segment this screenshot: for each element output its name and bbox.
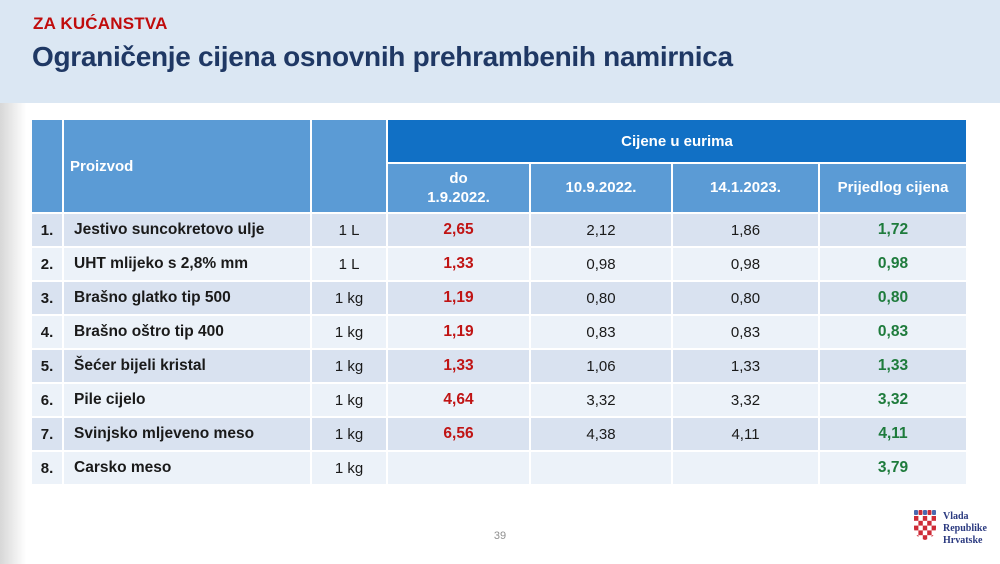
price-before: 1,19 [388, 316, 529, 348]
product-name: Brašno oštro tip 400 [64, 316, 310, 348]
unit: 1 kg [312, 350, 386, 382]
row-number: 5. [32, 350, 62, 382]
price-jan-2023: 4,11 [673, 418, 818, 450]
row-number: 2. [32, 248, 62, 280]
price-proposal: 3,32 [820, 384, 967, 416]
price-jan-2023: 0,80 [673, 282, 818, 314]
header-unit-column [312, 120, 386, 212]
row-number: 1. [32, 214, 62, 246]
row-number: 4. [32, 316, 62, 348]
price-jan-2023: 1,33 [673, 350, 818, 382]
unit: 1 kg [312, 316, 386, 348]
government-logo-text: Vlada Republike Hrvatske [943, 510, 987, 547]
price-sep-2022: 4,38 [531, 418, 671, 450]
price-proposal: 3,79 [820, 452, 967, 484]
unit: 1 kg [312, 282, 386, 314]
table-row: 3. Brašno glatko tip 500 1 kg 1,19 0,80 … [32, 282, 967, 314]
price-proposal: 1,33 [820, 350, 967, 382]
price-before: 1,33 [388, 350, 529, 382]
price-before: 2,65 [388, 214, 529, 246]
table-row: 5. Šećer bijeli kristal 1 kg 1,33 1,06 1… [32, 350, 967, 382]
unit: 1 L [312, 214, 386, 246]
price-sep-2022: 1,06 [531, 350, 671, 382]
product-name: Carsko meso [64, 452, 310, 484]
price-proposal: 0,83 [820, 316, 967, 348]
product-name: UHT mlijeko s 2,8% mm [64, 248, 310, 280]
price-jan-2023: 1,86 [673, 214, 818, 246]
price-before [388, 452, 529, 484]
price-jan-2023: 0,83 [673, 316, 818, 348]
row-number: 7. [32, 418, 62, 450]
table-row: 4. Brašno oštro tip 400 1 kg 1,19 0,83 0… [32, 316, 967, 348]
logo-line: Vlada [943, 511, 969, 522]
page-title: Ograničenje cijena osnovnih prehrambenih… [32, 41, 733, 72]
logo-line: Republike [943, 523, 987, 534]
product-name: Pile cijelo [64, 384, 310, 416]
price-before: 6,56 [388, 418, 529, 450]
table-row: 8. Carsko meso 1 kg 3,79 [32, 452, 967, 484]
header-col-proposal: Prijedlog cijena [820, 164, 967, 212]
table-row: 1. Jestivo suncokretovo ulje 1 L 2,65 2,… [32, 214, 967, 246]
unit: 1 L [312, 248, 386, 280]
price-before: 4,64 [388, 384, 529, 416]
price-sep-2022: 0,80 [531, 282, 671, 314]
product-name: Brašno glatko tip 500 [64, 282, 310, 314]
price-proposal: 1,72 [820, 214, 967, 246]
header-number-column [32, 120, 62, 212]
price-sep-2022: 0,98 [531, 248, 671, 280]
price-table: Proizvod Cijene u eurima do 1.9.2022. 10… [30, 118, 968, 486]
product-name: Šećer bijeli kristal [64, 350, 310, 382]
price-sep-2022: 3,32 [531, 384, 671, 416]
header-col-before: do 1.9.2022. [388, 164, 529, 212]
row-number: 3. [32, 282, 62, 314]
unit: 1 kg [312, 418, 386, 450]
header-col-sep-2022: 10.9.2022. [531, 164, 671, 212]
eyebrow-label: ZA KUĆANSTVA [33, 14, 168, 33]
price-proposal: 0,98 [820, 248, 967, 280]
price-sep-2022: 2,12 [531, 214, 671, 246]
row-number: 6. [32, 384, 62, 416]
header-product-column: Proizvod [64, 120, 310, 212]
table-row: 6. Pile cijelo 1 kg 4,64 3,32 3,32 3,32 [32, 384, 967, 416]
product-name: Svinjsko mljeveno meso [64, 418, 310, 450]
left-edge-shadow [0, 103, 26, 564]
table-row: 2. UHT mlijeko s 2,8% mm 1 L 1,33 0,98 0… [32, 248, 967, 280]
price-jan-2023: 3,32 [673, 384, 818, 416]
price-sep-2022 [531, 452, 671, 484]
price-sep-2022: 0,83 [531, 316, 671, 348]
price-jan-2023 [673, 452, 818, 484]
header-group-prices: Cijene u eurima [388, 120, 967, 162]
logo-line: Hrvatske [943, 535, 983, 546]
table-row: 7. Svinjsko mljeveno meso 1 kg 6,56 4,38… [32, 418, 967, 450]
product-name: Jestivo suncokretovo ulje [64, 214, 310, 246]
price-before: 1,33 [388, 248, 529, 280]
croatian-coat-of-arms-icon [914, 510, 936, 540]
price-jan-2023: 0,98 [673, 248, 818, 280]
price-before: 1,19 [388, 282, 529, 314]
price-proposal: 4,11 [820, 418, 967, 450]
price-proposal: 0,80 [820, 282, 967, 314]
government-logo: Vlada Republike Hrvatske [913, 510, 987, 547]
page-number: 39 [493, 530, 507, 542]
header-band [0, 0, 1000, 103]
header-col-jan-2023: 14.1.2023. [673, 164, 818, 212]
unit: 1 kg [312, 384, 386, 416]
row-number: 8. [32, 452, 62, 484]
unit: 1 kg [312, 452, 386, 484]
